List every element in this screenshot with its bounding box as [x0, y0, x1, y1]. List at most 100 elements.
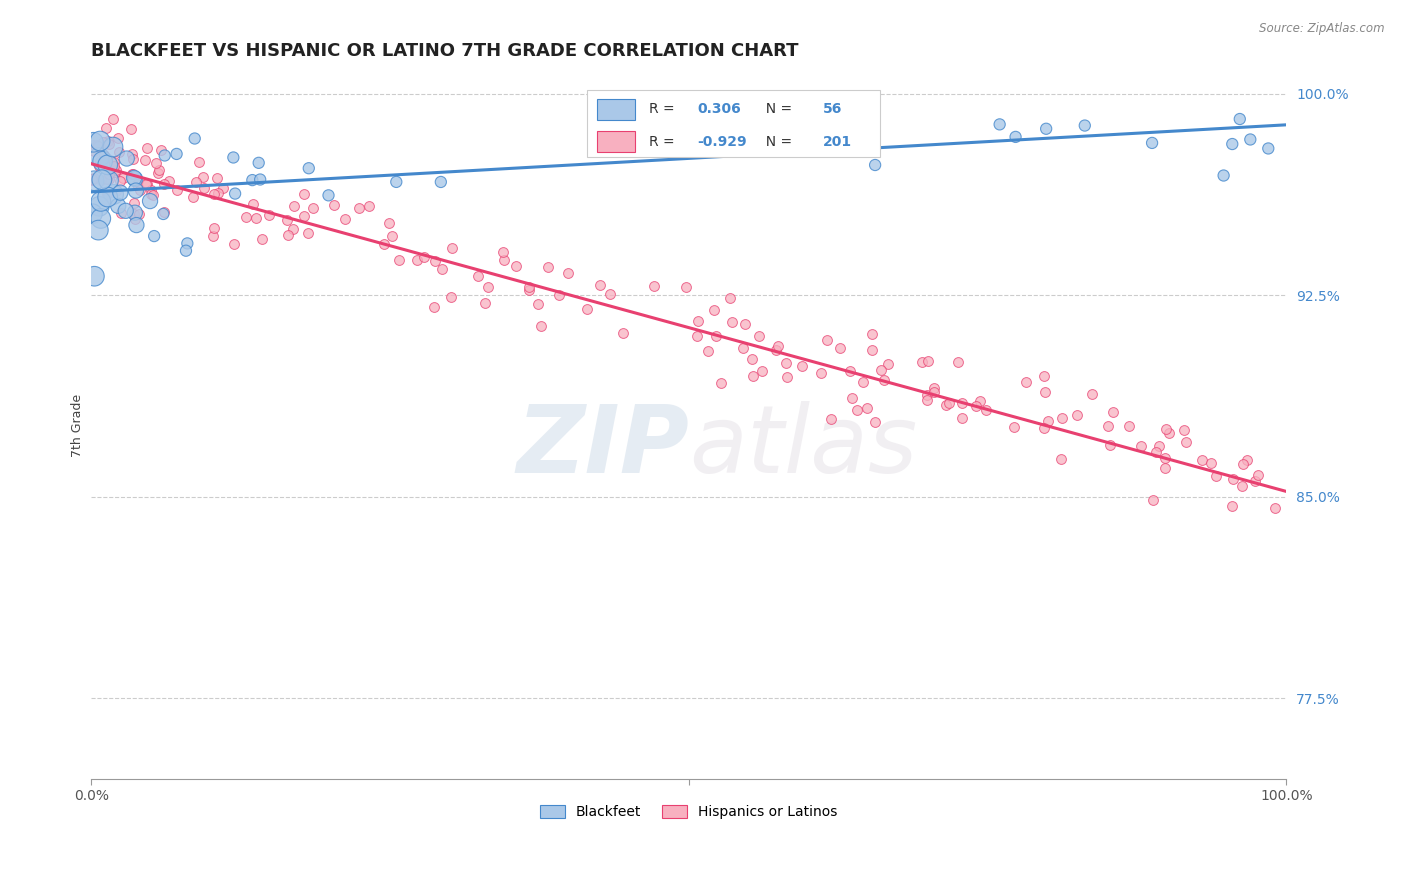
- Point: [115, 152, 138, 166]
- Text: R =: R =: [650, 135, 679, 149]
- Point: [423, 300, 446, 314]
- Point: [530, 319, 553, 334]
- Point: [166, 183, 188, 197]
- Point: [101, 140, 124, 154]
- Point: [841, 391, 863, 405]
- Point: [174, 244, 197, 258]
- Text: atlas: atlas: [689, 401, 917, 492]
- Point: [792, 359, 814, 373]
- Point: [924, 381, 946, 395]
- Point: [146, 165, 169, 179]
- Point: [1191, 453, 1213, 467]
- Point: [235, 211, 257, 225]
- Point: [1101, 405, 1123, 419]
- Point: [820, 412, 842, 426]
- Point: [1220, 136, 1243, 151]
- Point: [184, 175, 207, 189]
- Point: [87, 138, 110, 153]
- Point: [1004, 129, 1026, 144]
- Point: [852, 375, 875, 389]
- Point: [104, 184, 127, 198]
- Point: [252, 231, 274, 245]
- Point: [718, 291, 741, 305]
- Point: [141, 186, 163, 201]
- Point: [775, 357, 797, 371]
- Point: [89, 199, 111, 213]
- Point: [406, 253, 429, 268]
- Point: [385, 175, 408, 189]
- Point: [112, 170, 135, 185]
- Point: [98, 136, 121, 151]
- Point: [832, 113, 855, 128]
- Point: [612, 326, 634, 340]
- Point: [202, 221, 225, 235]
- Point: [1205, 468, 1227, 483]
- Point: [643, 279, 665, 293]
- Point: [685, 329, 707, 343]
- Point: [430, 175, 453, 189]
- Point: [830, 341, 852, 355]
- Point: [97, 160, 120, 174]
- Point: [1118, 418, 1140, 433]
- Point: [734, 317, 756, 331]
- Point: [1243, 474, 1265, 488]
- Point: [1236, 452, 1258, 467]
- Point: [527, 297, 550, 311]
- Point: [1153, 460, 1175, 475]
- Point: [150, 143, 173, 157]
- Point: [96, 134, 118, 148]
- Point: [121, 167, 143, 181]
- Point: [301, 201, 323, 215]
- Point: [143, 229, 166, 244]
- Point: [122, 152, 145, 166]
- Point: [860, 326, 883, 341]
- Point: [519, 280, 541, 294]
- Point: [1232, 478, 1254, 492]
- Point: [1153, 451, 1175, 466]
- Point: [120, 122, 142, 136]
- Text: 201: 201: [823, 135, 852, 149]
- Point: [122, 207, 145, 221]
- Point: [212, 181, 235, 195]
- Point: [938, 396, 960, 410]
- Point: [915, 388, 938, 402]
- Point: [193, 180, 215, 194]
- Point: [202, 228, 225, 243]
- Point: [1220, 499, 1243, 513]
- Point: [742, 369, 765, 384]
- Point: [283, 222, 305, 236]
- Point: [1015, 375, 1038, 389]
- Point: [125, 177, 148, 191]
- Point: [870, 363, 893, 377]
- Point: [257, 208, 280, 222]
- Point: [142, 188, 165, 202]
- Point: [425, 253, 447, 268]
- Point: [294, 186, 316, 201]
- Point: [536, 260, 558, 274]
- Point: [787, 114, 810, 128]
- Point: [731, 342, 754, 356]
- Point: [83, 269, 105, 284]
- Point: [494, 253, 516, 268]
- Point: [152, 207, 174, 221]
- Point: [97, 171, 120, 186]
- Point: [110, 174, 132, 188]
- Point: [1174, 434, 1197, 449]
- Point: [157, 174, 180, 188]
- Point: [249, 172, 271, 186]
- Point: [148, 163, 170, 178]
- Point: [153, 148, 176, 162]
- Point: [323, 197, 346, 211]
- Point: [751, 364, 773, 378]
- Point: [90, 172, 112, 186]
- Point: [477, 280, 499, 294]
- Point: [128, 183, 150, 197]
- Point: [125, 218, 148, 232]
- Text: N =: N =: [756, 135, 796, 149]
- Point: [247, 156, 270, 170]
- Point: [1212, 169, 1234, 183]
- Point: [103, 165, 125, 179]
- Point: [191, 169, 214, 184]
- Point: [98, 167, 121, 181]
- Point: [101, 112, 124, 127]
